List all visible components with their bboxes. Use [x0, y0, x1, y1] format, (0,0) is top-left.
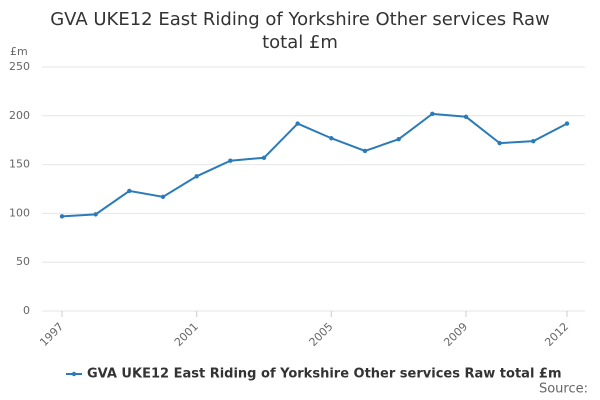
point [93, 212, 98, 217]
point [362, 148, 368, 154]
point [295, 121, 300, 126]
point [564, 121, 570, 126]
y-tick-label: 200 [9, 109, 30, 122]
point [127, 188, 132, 194]
x-tick-label: 1997 [37, 320, 66, 349]
point [329, 136, 334, 141]
y-axis-label: £m [10, 45, 28, 58]
x-tick-label: 2012 [542, 320, 571, 349]
source: Source: [539, 382, 588, 397]
point [160, 194, 166, 200]
legend-label: GVA UKE12 East Riding of Yorkshire Other… [87, 367, 562, 382]
point [463, 114, 469, 119]
legend-marker [71, 371, 77, 377]
point [430, 111, 435, 117]
y-tick-label: 100 [9, 206, 30, 219]
point [396, 137, 401, 142]
x-tick-label: 2009 [441, 320, 470, 349]
y-tick-label: 150 [9, 158, 30, 171]
x-tick-label: 2005 [307, 320, 336, 349]
point [59, 214, 65, 219]
point [194, 174, 199, 179]
y-tick-label: 0 [23, 304, 30, 317]
point [497, 140, 502, 146]
point [261, 155, 267, 160]
y-tick-label: 250 [9, 60, 30, 73]
point [531, 138, 536, 144]
point [228, 158, 233, 163]
x-tick-label: 2001 [172, 320, 201, 349]
y-tick-label: 50 [16, 255, 30, 268]
series-line [61, 112, 568, 218]
chart-title: GVA UKE12 East Riding of Yorkshire Other… [50, 9, 550, 53]
